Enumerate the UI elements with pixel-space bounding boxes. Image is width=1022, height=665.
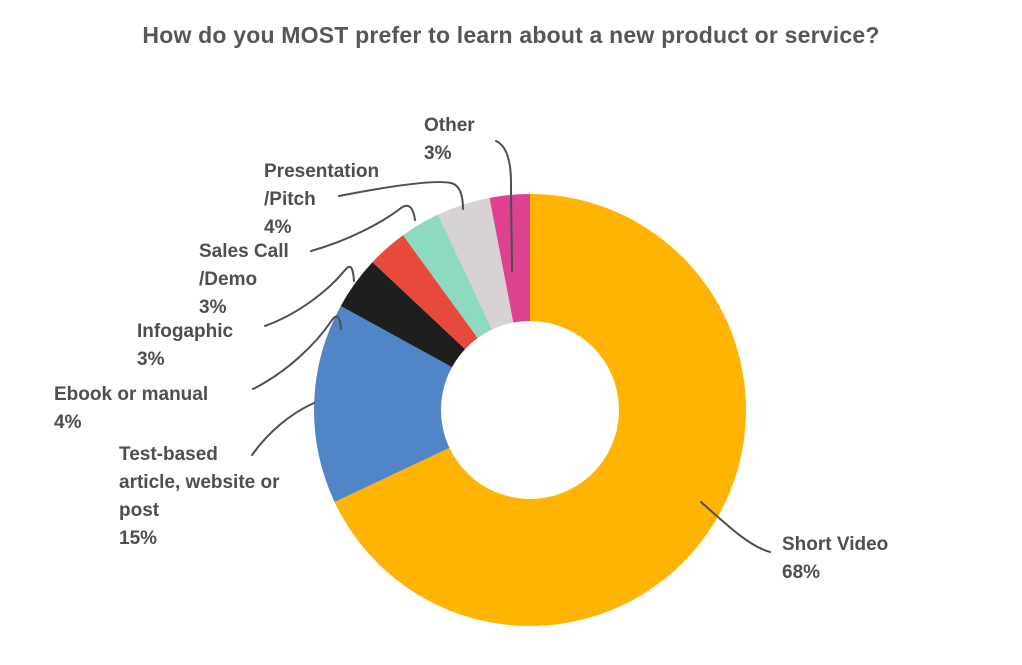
donut-slices [314,194,747,626]
callout-line: /Pitch [264,189,316,210]
leader-line-short-video [700,501,771,553]
leader-line-infogaphic [264,265,355,327]
callout-line: Infogaphic [137,321,234,342]
callout-line: Short Video [782,534,889,555]
chart-title: How do you MOST prefer to learn about a … [142,22,880,48]
callout-line: 3% [199,297,227,318]
callout-line: Presentation [264,161,380,182]
callout-line: 3% [424,143,452,164]
callout-line: 3% [137,349,165,370]
callout-line: Other [424,115,475,136]
callout-line: 4% [264,217,292,238]
callout-line: 15% [119,528,158,549]
callout-line: Ebook or manual [54,384,209,405]
callout-presentation-pitch: Presentation /Pitch 4% [264,158,379,242]
leader-line-ebook-or-manual [252,315,342,390]
callout-line: post [119,500,160,521]
slice-ebook-or-manual [340,262,466,368]
callout-line: 4% [54,412,82,433]
leader-lines [251,140,771,553]
slice-infogaphic [372,235,478,350]
leader-line-sales-call-demo [310,204,416,252]
slice-other [489,194,530,323]
callout-sales-call-demo: Sales Call /Demo 3% [199,238,289,322]
callout-line: /Demo [199,269,258,290]
callout-line: 68% [782,562,821,583]
callout-short-video: Short Video 68% [782,531,888,587]
slice-test-based-article-website-or-post [314,305,453,502]
callout-test-based-article: Test-based article, website or post 15% [119,441,280,553]
slice-sales-call-demo [403,214,493,338]
slice-short-video [334,194,747,626]
leader-line-test-based [251,402,315,456]
callout-ebook-or-manual: Ebook or manual 4% [54,381,208,437]
callout-line: article, website or [119,472,280,493]
callout-other: Other 3% [424,112,475,168]
leader-line-other [495,140,513,272]
leader-line-presentation-pitch [338,181,464,210]
callout-line: Test-based [119,444,218,465]
callout-line: Sales Call [199,241,289,262]
callout-infogaphic: Infogaphic 3% [137,318,233,374]
slice-presentation-pitch [438,197,514,330]
